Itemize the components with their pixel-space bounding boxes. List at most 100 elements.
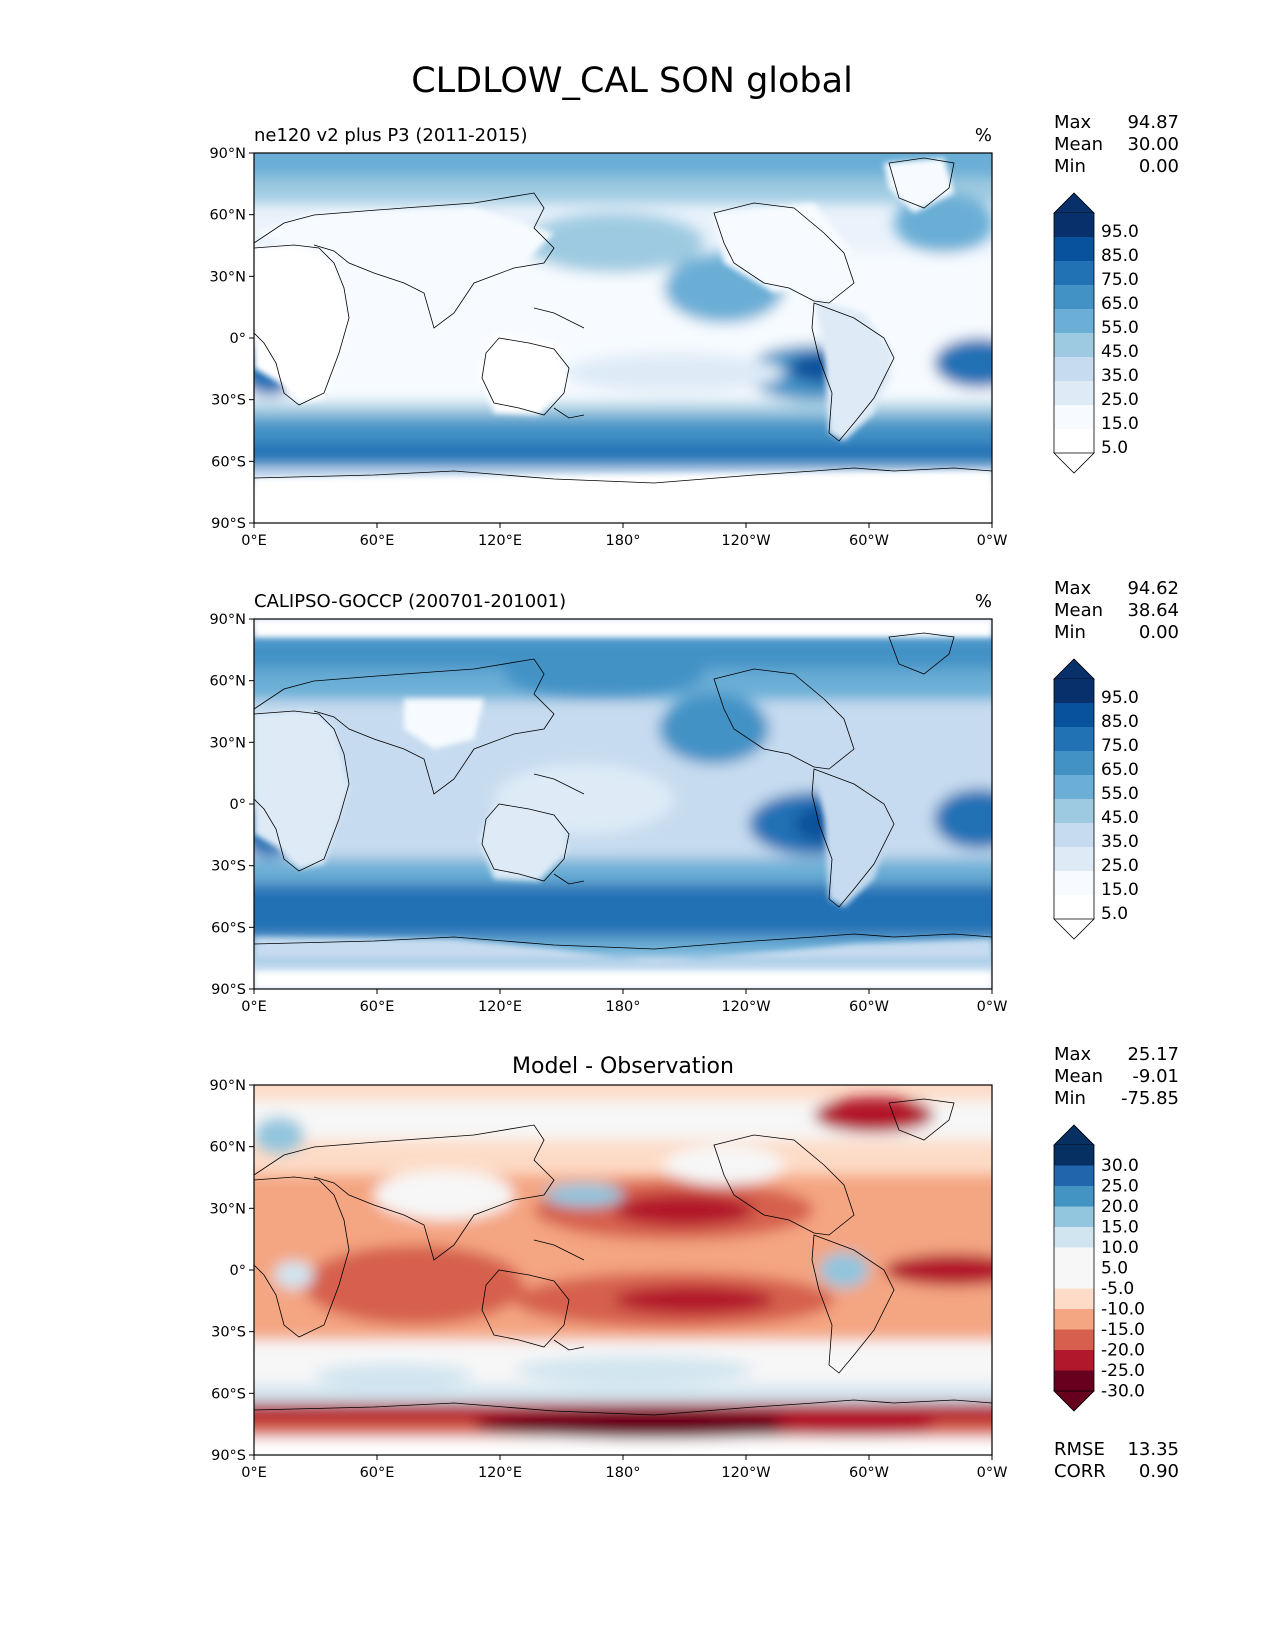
- colorbar-label: 65.0: [1101, 760, 1139, 780]
- stat-label-rmse: RMSE: [1054, 1439, 1105, 1460]
- map-area: [254, 619, 992, 989]
- panel-difference: Model - Observation: [209, 1044, 1179, 1482]
- stat-value-mean: 38.64: [1127, 600, 1179, 621]
- lat-tick-label: 60°N: [209, 674, 246, 690]
- colorbar-label: 85.0: [1101, 712, 1139, 732]
- lat-tick-label: 0°: [230, 331, 246, 347]
- lat-tick-label: 30°N: [209, 269, 246, 285]
- lat-tick-label: 30°S: [211, 859, 246, 875]
- colorbar-label: -25.0: [1101, 1361, 1145, 1381]
- lat-tick-label: 30°N: [209, 1201, 246, 1217]
- lon-tick-label: 120°W: [721, 1465, 770, 1481]
- land-fill: [254, 158, 992, 523]
- colorbar-label: -15.0: [1101, 1320, 1145, 1340]
- stat-label-mean: Mean: [1054, 1066, 1103, 1087]
- footer-stats: RMSE 13.35 CORR 0.90: [1054, 1439, 1179, 1482]
- lat-tick-label: 30°S: [211, 393, 246, 409]
- stat-value-max: 94.87: [1127, 112, 1179, 133]
- stats-block: Max 25.17 Mean -9.01 Min -75.85: [1054, 1044, 1179, 1109]
- colorbar-label: 75.0: [1101, 270, 1139, 290]
- colorbar-label: 25.0: [1101, 856, 1139, 876]
- colorbar-label: -20.0: [1101, 1341, 1145, 1361]
- land-fill: [254, 619, 992, 989]
- colorbar-label: 75.0: [1101, 736, 1139, 756]
- lat-axis: 90°N 60°N 30°N 0° 30°S 60°S 90°S: [209, 612, 254, 998]
- lat-tick-label: 30°S: [211, 1325, 246, 1341]
- colorbar-label: 5.0: [1101, 438, 1128, 458]
- colorbar: 30.0 25.0 20.0 15.0 10.0 5.0 -5.0 -10.0 …: [1053, 1124, 1145, 1412]
- panel-units: %: [975, 591, 992, 612]
- lon-tick-label: 0°W: [977, 999, 1008, 1015]
- lon-tick-label: 60°E: [360, 1465, 395, 1481]
- stat-label-max: Max: [1054, 578, 1092, 599]
- lat-tick-label: 90°N: [209, 146, 246, 162]
- panel-left-title: ne120 v2 plus P3 (2011-2015): [254, 125, 528, 146]
- colorbar-label: 20.0: [1101, 1197, 1139, 1217]
- stats-block: Max 94.87 Mean 30.00 Min 0.00: [1054, 112, 1179, 177]
- stat-value-min: -75.85: [1121, 1088, 1179, 1109]
- panel-observation: CALIPSO-GOCCP (200701-201001) %: [209, 578, 1179, 1015]
- lat-tick-label: 60°S: [211, 1386, 246, 1402]
- cloud-field: [254, 634, 992, 957]
- lon-tick-label: 120°E: [478, 999, 522, 1015]
- colorbar-label: 95.0: [1101, 688, 1139, 708]
- colorbar-label: 5.0: [1101, 904, 1128, 924]
- lon-tick-label: 0°W: [977, 533, 1008, 549]
- difference-field: [254, 1097, 992, 1455]
- colorbar-label: 55.0: [1101, 784, 1139, 804]
- stat-value-min: 0.00: [1139, 156, 1179, 177]
- colorbar-label: 35.0: [1101, 832, 1139, 852]
- lon-axis: 0°E 60°E 120°E 180° 120°W 60°W 0°W: [241, 1455, 1007, 1481]
- lat-axis: 90°N 60°N 30°N 0° 30°S 60°S 90°S: [209, 1078, 254, 1464]
- lon-tick-label: 120°E: [478, 1465, 522, 1481]
- colorbar-label: 15.0: [1101, 880, 1139, 900]
- colorbar-label: 65.0: [1101, 294, 1139, 314]
- colorbar-label: 55.0: [1101, 318, 1139, 338]
- lon-tick-label: 120°E: [478, 533, 522, 549]
- colorbar-label: 95.0: [1101, 222, 1139, 242]
- lat-tick-label: 30°N: [209, 735, 246, 751]
- lon-tick-label: 0°E: [241, 1465, 267, 1481]
- colorbar-label: 25.0: [1101, 390, 1139, 410]
- stat-label-max: Max: [1054, 112, 1092, 133]
- panel-left-title: CALIPSO-GOCCP (200701-201001): [254, 591, 566, 612]
- lat-tick-label: 60°S: [211, 920, 246, 936]
- coastlines: [254, 157, 992, 484]
- stat-value-max: 94.62: [1127, 578, 1179, 599]
- colorbar-label: 5.0: [1101, 1259, 1128, 1279]
- lat-tick-label: 90°N: [209, 1078, 246, 1094]
- lat-tick-label: 60°N: [209, 208, 246, 224]
- stat-value-mean: 30.00: [1127, 134, 1179, 155]
- lon-axis: 0°E 60°E 120°E 180° 120°W 60°W 0°W: [241, 523, 1007, 549]
- stats-block: Max 94.62 Mean 38.64 Min 0.00: [1054, 578, 1179, 643]
- stat-value-min: 0.00: [1139, 622, 1179, 643]
- lon-tick-label: 60°E: [360, 999, 395, 1015]
- lon-axis: 0°E 60°E 120°E 180° 120°W 60°W 0°W: [241, 989, 1007, 1015]
- colorbar-label: 25.0: [1101, 1177, 1139, 1197]
- lon-tick-label: 180°: [606, 999, 641, 1015]
- stat-label-max: Max: [1054, 1044, 1092, 1065]
- lon-tick-label: 0°E: [241, 999, 267, 1015]
- colorbar-label: 10.0: [1101, 1238, 1139, 1258]
- lat-tick-label: 60°S: [211, 454, 246, 470]
- lat-tick-label: 90°S: [211, 1448, 246, 1464]
- lat-tick-label: 0°: [230, 1263, 246, 1279]
- lon-tick-label: 180°: [606, 533, 641, 549]
- panel-units: %: [975, 125, 992, 146]
- map-area: [254, 153, 992, 523]
- colorbar-label: 15.0: [1101, 1218, 1139, 1238]
- panel-model: ne120 v2 plus P3 (2011-2015) %: [209, 112, 1179, 549]
- colorbar-label: -5.0: [1101, 1279, 1134, 1299]
- lat-axis: 90°N 60°N 30°N 0° 30°S 60°S 90°S: [209, 146, 254, 532]
- colorbar-label: -10.0: [1101, 1300, 1145, 1320]
- panel-center-title: Model - Observation: [512, 1054, 734, 1079]
- colorbar: 95.0 85.0 75.0 65.0 55.0 45.0 35.0 25.0 …: [1053, 192, 1139, 474]
- lon-tick-label: 60°W: [849, 533, 889, 549]
- lon-tick-label: 180°: [606, 1465, 641, 1481]
- lon-tick-label: 120°W: [721, 533, 770, 549]
- colorbar-label: -30.0: [1101, 1382, 1145, 1402]
- stat-label-mean: Mean: [1054, 600, 1103, 621]
- coastlines: [254, 632, 992, 950]
- lon-tick-label: 60°W: [849, 999, 889, 1015]
